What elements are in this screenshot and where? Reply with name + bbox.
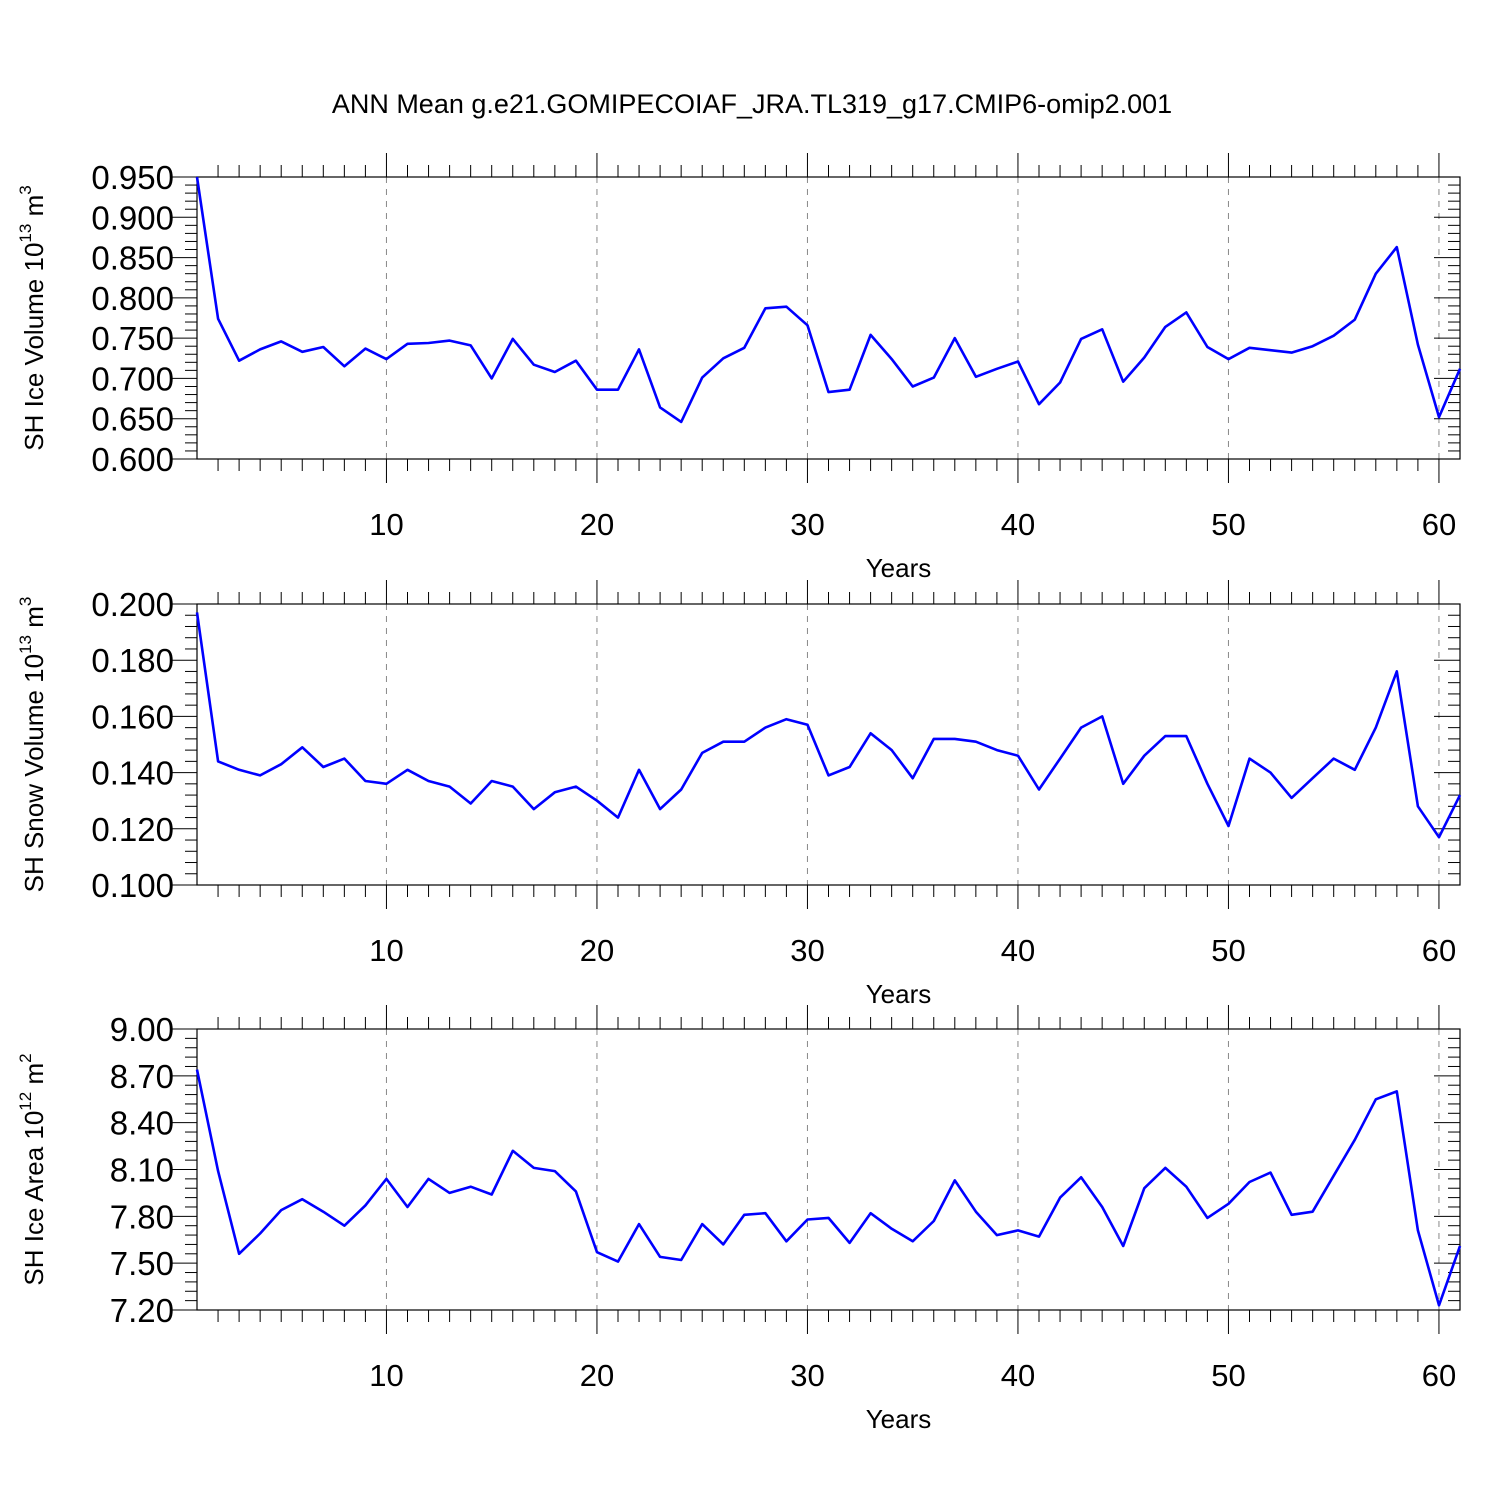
y-tick-label: 0.160 bbox=[91, 698, 174, 735]
y-tick-label: 9.00 bbox=[110, 1011, 174, 1048]
x-tick-label: 10 bbox=[369, 1358, 403, 1393]
y-axis-label-text: m bbox=[19, 606, 49, 635]
y-tick-label: 7.20 bbox=[110, 1292, 174, 1329]
y-axis-label: SH Ice Area 1012 m2 bbox=[16, 1053, 49, 1285]
x-tick-label: 60 bbox=[1422, 1358, 1456, 1393]
x-tick-label: 50 bbox=[1211, 507, 1245, 542]
x-tick-label: 50 bbox=[1211, 933, 1245, 968]
x-axis-label: Years bbox=[866, 1404, 932, 1434]
x-tick-label: 40 bbox=[1001, 507, 1035, 542]
series-line bbox=[195, 176, 1462, 424]
y-tick-label: 0.100 bbox=[91, 867, 174, 904]
x-tick-label: 40 bbox=[1001, 1358, 1035, 1393]
y-axis-label: SH Ice Volume 1013 m3 bbox=[16, 185, 49, 450]
y-axis-label-text: SH Ice Area 10 bbox=[19, 1111, 49, 1286]
y-axis-label-text: m bbox=[19, 195, 49, 224]
y-axis-label-superscript: 12 bbox=[16, 1092, 35, 1111]
x-tick-label: 20 bbox=[580, 507, 614, 542]
panel-3: 7.20 7.50 7.80 8.10 8.40 8.70 9.00 10 20 30 40 50 60… bbox=[16, 1005, 1462, 1434]
y-axis-label-text: SH Snow Volume 10 bbox=[19, 654, 49, 892]
figure-title: ANN Mean g.e21.GOMIPECOIAF_JRA.TL319_g17… bbox=[332, 89, 1172, 119]
y-axis-label-text: SH Ice Volume 10 bbox=[19, 243, 49, 451]
y-tick-label: 0.600 bbox=[91, 441, 174, 478]
x-tick-label: 40 bbox=[1001, 933, 1035, 968]
y-tick-label: 7.50 bbox=[110, 1245, 174, 1282]
x-tick-label: 30 bbox=[790, 933, 824, 968]
x-tick-label: 10 bbox=[369, 507, 403, 542]
y-tick-label: 8.70 bbox=[110, 1058, 174, 1095]
y-tick-label: 7.80 bbox=[110, 1198, 174, 1235]
x-tick-label: 30 bbox=[790, 1358, 824, 1393]
plot-frame bbox=[196, 1028, 1461, 1311]
plot-frame bbox=[196, 603, 1461, 886]
x-tick-label: 50 bbox=[1211, 1358, 1245, 1393]
y-axis-label-superscript: 2 bbox=[16, 1053, 35, 1062]
panel-2: 0.100 0.120 0.140 0.160 0.180 0.200 10 20 30 40 50… bbox=[16, 580, 1462, 1009]
x-tick-label: 30 bbox=[790, 507, 824, 542]
y-axis-label-superscript: 13 bbox=[16, 224, 35, 243]
x-tick-label: 60 bbox=[1422, 933, 1456, 968]
x-tick-label: 10 bbox=[369, 933, 403, 968]
y-tick-label: 0.700 bbox=[91, 360, 174, 397]
x-tick-label: 60 bbox=[1422, 507, 1456, 542]
x-tick-label: 20 bbox=[580, 933, 614, 968]
y-tick-label: 0.650 bbox=[91, 401, 174, 438]
y-tick-label: 0.800 bbox=[91, 280, 174, 317]
y-tick-label: 8.10 bbox=[110, 1152, 174, 1189]
y-tick-label: 8.40 bbox=[110, 1105, 174, 1142]
x-axis-label: Years bbox=[866, 979, 932, 1009]
y-axis-label-superscript: 3 bbox=[16, 597, 35, 606]
y-tick-label: 0.180 bbox=[91, 642, 174, 679]
plot-frame bbox=[196, 176, 1461, 460]
y-tick-label: 0.200 bbox=[91, 586, 174, 623]
y-tick-label: 0.750 bbox=[91, 320, 174, 357]
y-tick-label: 0.850 bbox=[91, 240, 174, 277]
y-axis-label: SH Snow Volume 1013 m3 bbox=[16, 597, 49, 893]
x-tick-label: 20 bbox=[580, 1358, 614, 1393]
y-axis-label-superscript: 3 bbox=[16, 185, 35, 194]
y-tick-label: 0.120 bbox=[91, 811, 174, 848]
y-tick-label: 0.140 bbox=[91, 755, 174, 792]
y-tick-label: 0.900 bbox=[91, 199, 174, 236]
x-axis-label: Years bbox=[866, 553, 932, 583]
y-axis-label-superscript: 13 bbox=[16, 635, 35, 654]
y-axis-label-text: m bbox=[19, 1063, 49, 1092]
y-tick-label: 0.950 bbox=[91, 159, 174, 196]
